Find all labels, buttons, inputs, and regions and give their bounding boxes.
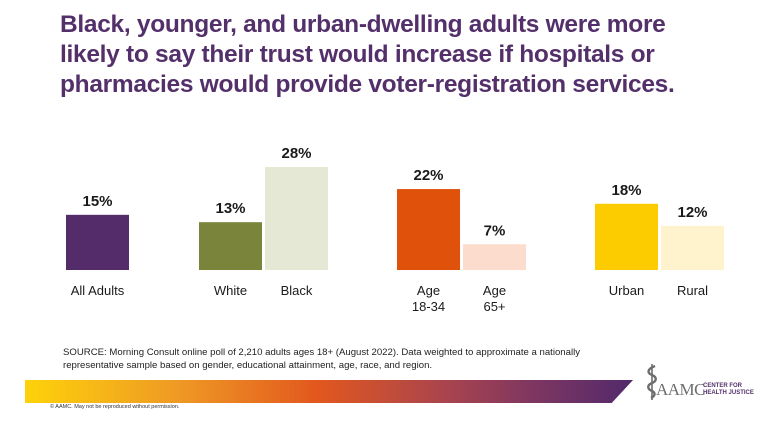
category-label-age-65-line-1: Age	[483, 283, 506, 298]
bar-age-18-34	[397, 189, 460, 270]
bar-age-65	[463, 244, 526, 270]
logo-subtitle-line-1: CENTER FOR	[703, 383, 742, 389]
bar-black	[265, 167, 328, 270]
category-label-age-18-34-line-2: 18-34	[412, 299, 445, 314]
category-label-rural: Rural	[677, 283, 708, 298]
category-label-black: Black	[281, 283, 313, 298]
logo-aamc-text: AAMC	[656, 380, 706, 399]
category-label-urban: Urban	[609, 283, 644, 298]
value-label-black: 28%	[281, 145, 311, 162]
value-label-age-65: 7%	[484, 222, 506, 239]
category-label-white: White	[214, 283, 247, 298]
value-label-rural: 12%	[677, 204, 707, 221]
category-label-age-18-34-line-1: Age	[417, 283, 440, 298]
source-note: SOURCE: Morning Consult online poll of 2…	[63, 346, 703, 372]
value-label-white: 13%	[215, 200, 245, 217]
category-label-all-adults: All Adults	[71, 283, 125, 298]
value-label-age-18-34: 22%	[413, 167, 443, 184]
title-line-2: likely to say their trust would increase…	[60, 41, 655, 68]
value-label-urban: 18%	[611, 182, 641, 199]
value-label-all-adults: 15%	[82, 193, 112, 210]
copyright-notice: © AAMC. May not be reproduced without pe…	[50, 404, 180, 410]
logo-subtitle-line-2: HEALTH JUSTICE	[703, 389, 754, 396]
gradient-band	[25, 380, 633, 403]
bar-rural	[661, 225, 724, 270]
staff-of-asclepius-icon	[647, 364, 657, 400]
bar-white	[199, 222, 262, 270]
source-line-2: representative sample based on gender, e…	[63, 360, 433, 371]
source-line-1: SOURCE: Morning Consult online poll of 2…	[63, 347, 581, 358]
category-label-age-65-line-2: 65+	[483, 299, 505, 314]
title-line-3: pharmacies would provide voter-registrat…	[60, 71, 675, 98]
bar-chart: 15%All Adults13%White28%Black22%Age18-34…	[66, 145, 724, 314]
bar-urban	[595, 203, 658, 270]
aamc-logo: AAMC CENTER FOR HEALTH JUSTICE	[642, 362, 762, 402]
title-line-1: Black, younger, and urban-dwelling adult…	[60, 11, 666, 38]
bar-all-adults	[66, 214, 129, 270]
logo-subtitle: CENTER FOR HEALTH JUSTICE	[703, 383, 754, 396]
chart-title: Black, younger, and urban-dwelling adult…	[60, 10, 740, 100]
